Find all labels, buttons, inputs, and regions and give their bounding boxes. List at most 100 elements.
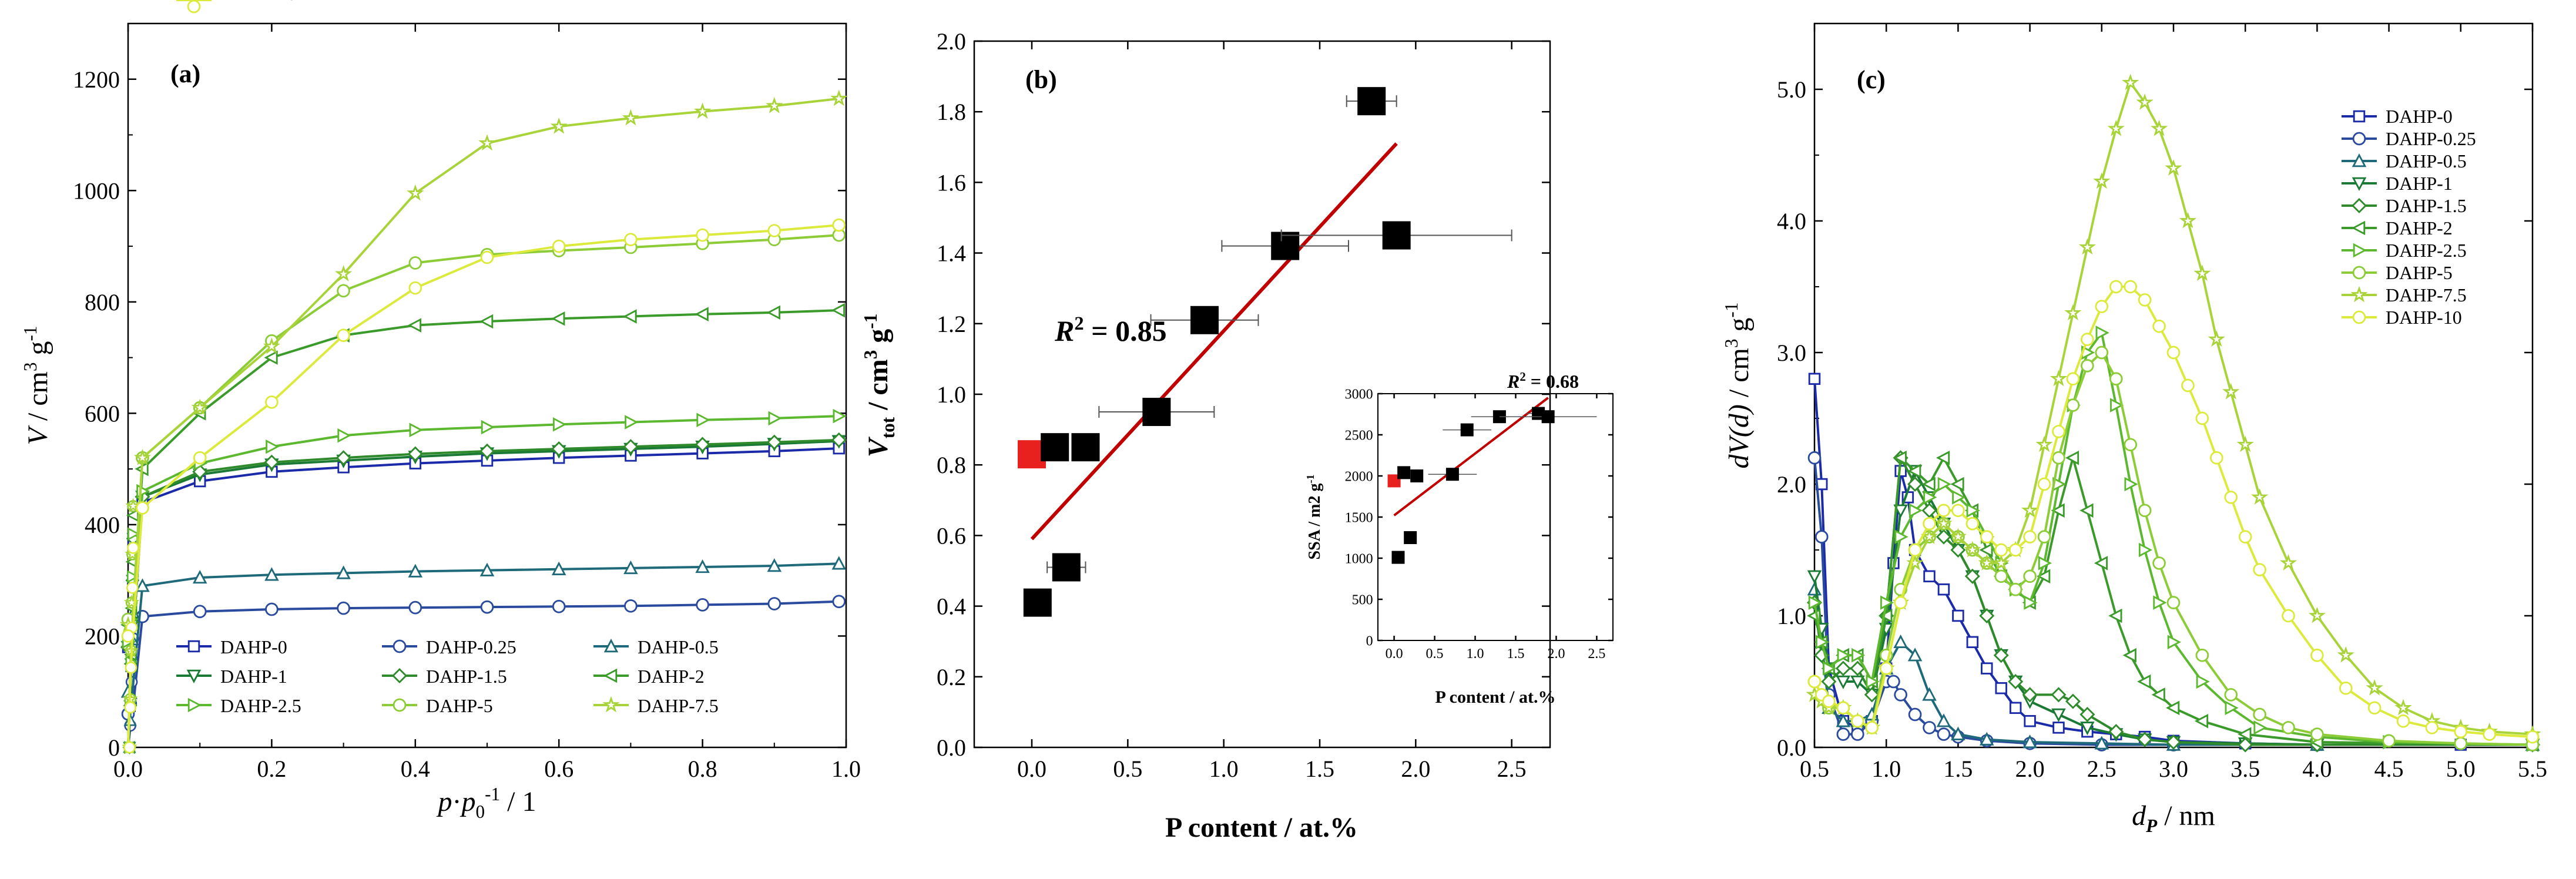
c-legend-marker <box>2353 243 2366 257</box>
c-point <box>2195 648 2209 662</box>
c-point <box>2209 332 2224 345</box>
c-point <box>2052 708 2065 722</box>
c-point <box>2008 582 2022 596</box>
c-ytick-label: 5.0 <box>1777 76 1806 103</box>
c-point <box>2253 721 2266 734</box>
b-inset-ytick-label: 0 <box>1366 633 1373 649</box>
b-inset-ytick-label: 500 <box>1352 592 1373 608</box>
b-inset-xlabel: P content / at.% <box>1435 687 1556 707</box>
a-point <box>552 599 566 613</box>
c-legend-marker <box>2352 266 2366 280</box>
c-xtick-label: 3.0 <box>2159 756 2188 782</box>
a-legend-marker <box>604 669 618 683</box>
c-xlabel-part: P <box>2145 816 2158 836</box>
c-xtick-label: 5.0 <box>2446 756 2476 782</box>
c-point <box>2166 345 2181 360</box>
a-legend-marker <box>187 0 201 14</box>
c-point <box>1894 596 1907 609</box>
a-ylabel-part: / cm <box>22 371 53 428</box>
b-xtick-label: 0.5 <box>1113 756 1142 782</box>
b-ytick-label: 0.0 <box>937 734 966 761</box>
c-point <box>2310 608 2325 622</box>
a-ylabel-part: -1 <box>20 326 41 341</box>
c-xtick-label: 4.5 <box>2374 756 2404 782</box>
b-inset-point <box>1460 423 1474 437</box>
c-panel-label: (c) <box>1857 65 1886 94</box>
c-point <box>2209 451 2223 465</box>
a-legend-marker <box>187 640 200 653</box>
a-ylabel: V / cm3 g-1 <box>20 326 53 445</box>
c-point <box>1937 727 1951 741</box>
a-point <box>123 741 136 754</box>
b-ylabel-part: -1 <box>860 314 881 329</box>
a-point <box>193 451 207 465</box>
c-point <box>1981 662 1993 675</box>
c-point <box>1879 662 1893 675</box>
c-point <box>2066 372 2080 386</box>
a-point <box>552 311 565 326</box>
c-legend-marker <box>2352 310 2366 324</box>
a-point <box>832 303 846 317</box>
c-point <box>2224 688 2238 702</box>
c-legend-marker <box>2352 132 2366 146</box>
a-ytick-label: 600 <box>85 400 120 427</box>
a-point <box>767 597 781 610</box>
b-ylabel-part: tot <box>878 417 898 438</box>
c-point <box>2454 724 2468 739</box>
a-point <box>832 218 846 232</box>
c-point <box>2081 333 2094 346</box>
c-point <box>1995 682 2007 695</box>
a-ytick-label: 800 <box>85 289 120 316</box>
c-point <box>1850 714 1864 728</box>
b-inset-fit-line <box>1393 397 1549 516</box>
c-point <box>2037 477 2051 491</box>
b-ylabel-part: V <box>863 436 894 457</box>
a-point <box>767 98 781 112</box>
b-inset-annotation: R2 = 0.68 <box>1507 370 1579 392</box>
c-point <box>1865 721 1879 734</box>
a-series-line <box>127 562 839 748</box>
c-point <box>1822 695 1836 708</box>
a-point <box>409 423 422 437</box>
b-inset-ylabel: SSA / m2 g-1 <box>1304 475 1324 560</box>
c-point <box>2022 503 2037 517</box>
a-point <box>552 418 566 431</box>
b-ytick-label: 0.6 <box>937 522 966 549</box>
c-legend-label: DAHP-0 <box>2386 106 2453 127</box>
c-point <box>2095 345 2109 360</box>
a-point <box>552 239 566 253</box>
c-point <box>1923 516 1936 531</box>
c-legend-label: DAHP-7.5 <box>2386 284 2467 306</box>
c-point <box>1807 675 1822 689</box>
c-point <box>2282 609 2295 623</box>
c-point <box>2109 372 2123 386</box>
c-point <box>2023 569 2037 583</box>
a-point <box>136 501 149 515</box>
c-point <box>1923 688 1936 701</box>
b-ytick-label: 1.4 <box>937 240 966 267</box>
b-ytick-label: 2.0 <box>937 28 966 55</box>
a-point <box>624 599 638 613</box>
c-point <box>2382 734 2396 748</box>
a-ylabel-part: g <box>22 341 53 363</box>
b-inset-point <box>1404 531 1417 544</box>
a-point <box>127 542 139 554</box>
a-point <box>408 281 422 295</box>
b-ytick-label: 0.8 <box>937 452 966 478</box>
c-point <box>2138 293 2152 307</box>
b-inset-ylabel-part: -1 <box>1304 475 1316 484</box>
b-inset-point <box>1410 469 1424 482</box>
c-point <box>2224 491 2238 504</box>
a-point <box>552 119 566 133</box>
c-ytick-label: 4.0 <box>1777 208 1806 234</box>
b-inset-annotation-part: R <box>1507 371 1520 392</box>
b-ytick-label: 1.0 <box>937 381 966 408</box>
c-point <box>1807 582 1822 596</box>
c-point <box>1937 451 1950 465</box>
a-point <box>337 328 350 343</box>
c-xtick-label: 5.5 <box>2518 756 2547 782</box>
c-point <box>1850 727 1864 741</box>
b-ylabel: Vtot / cm3 g-1 <box>860 314 898 458</box>
a-point <box>696 413 709 427</box>
c-xlabel-part: d <box>2132 800 2146 831</box>
